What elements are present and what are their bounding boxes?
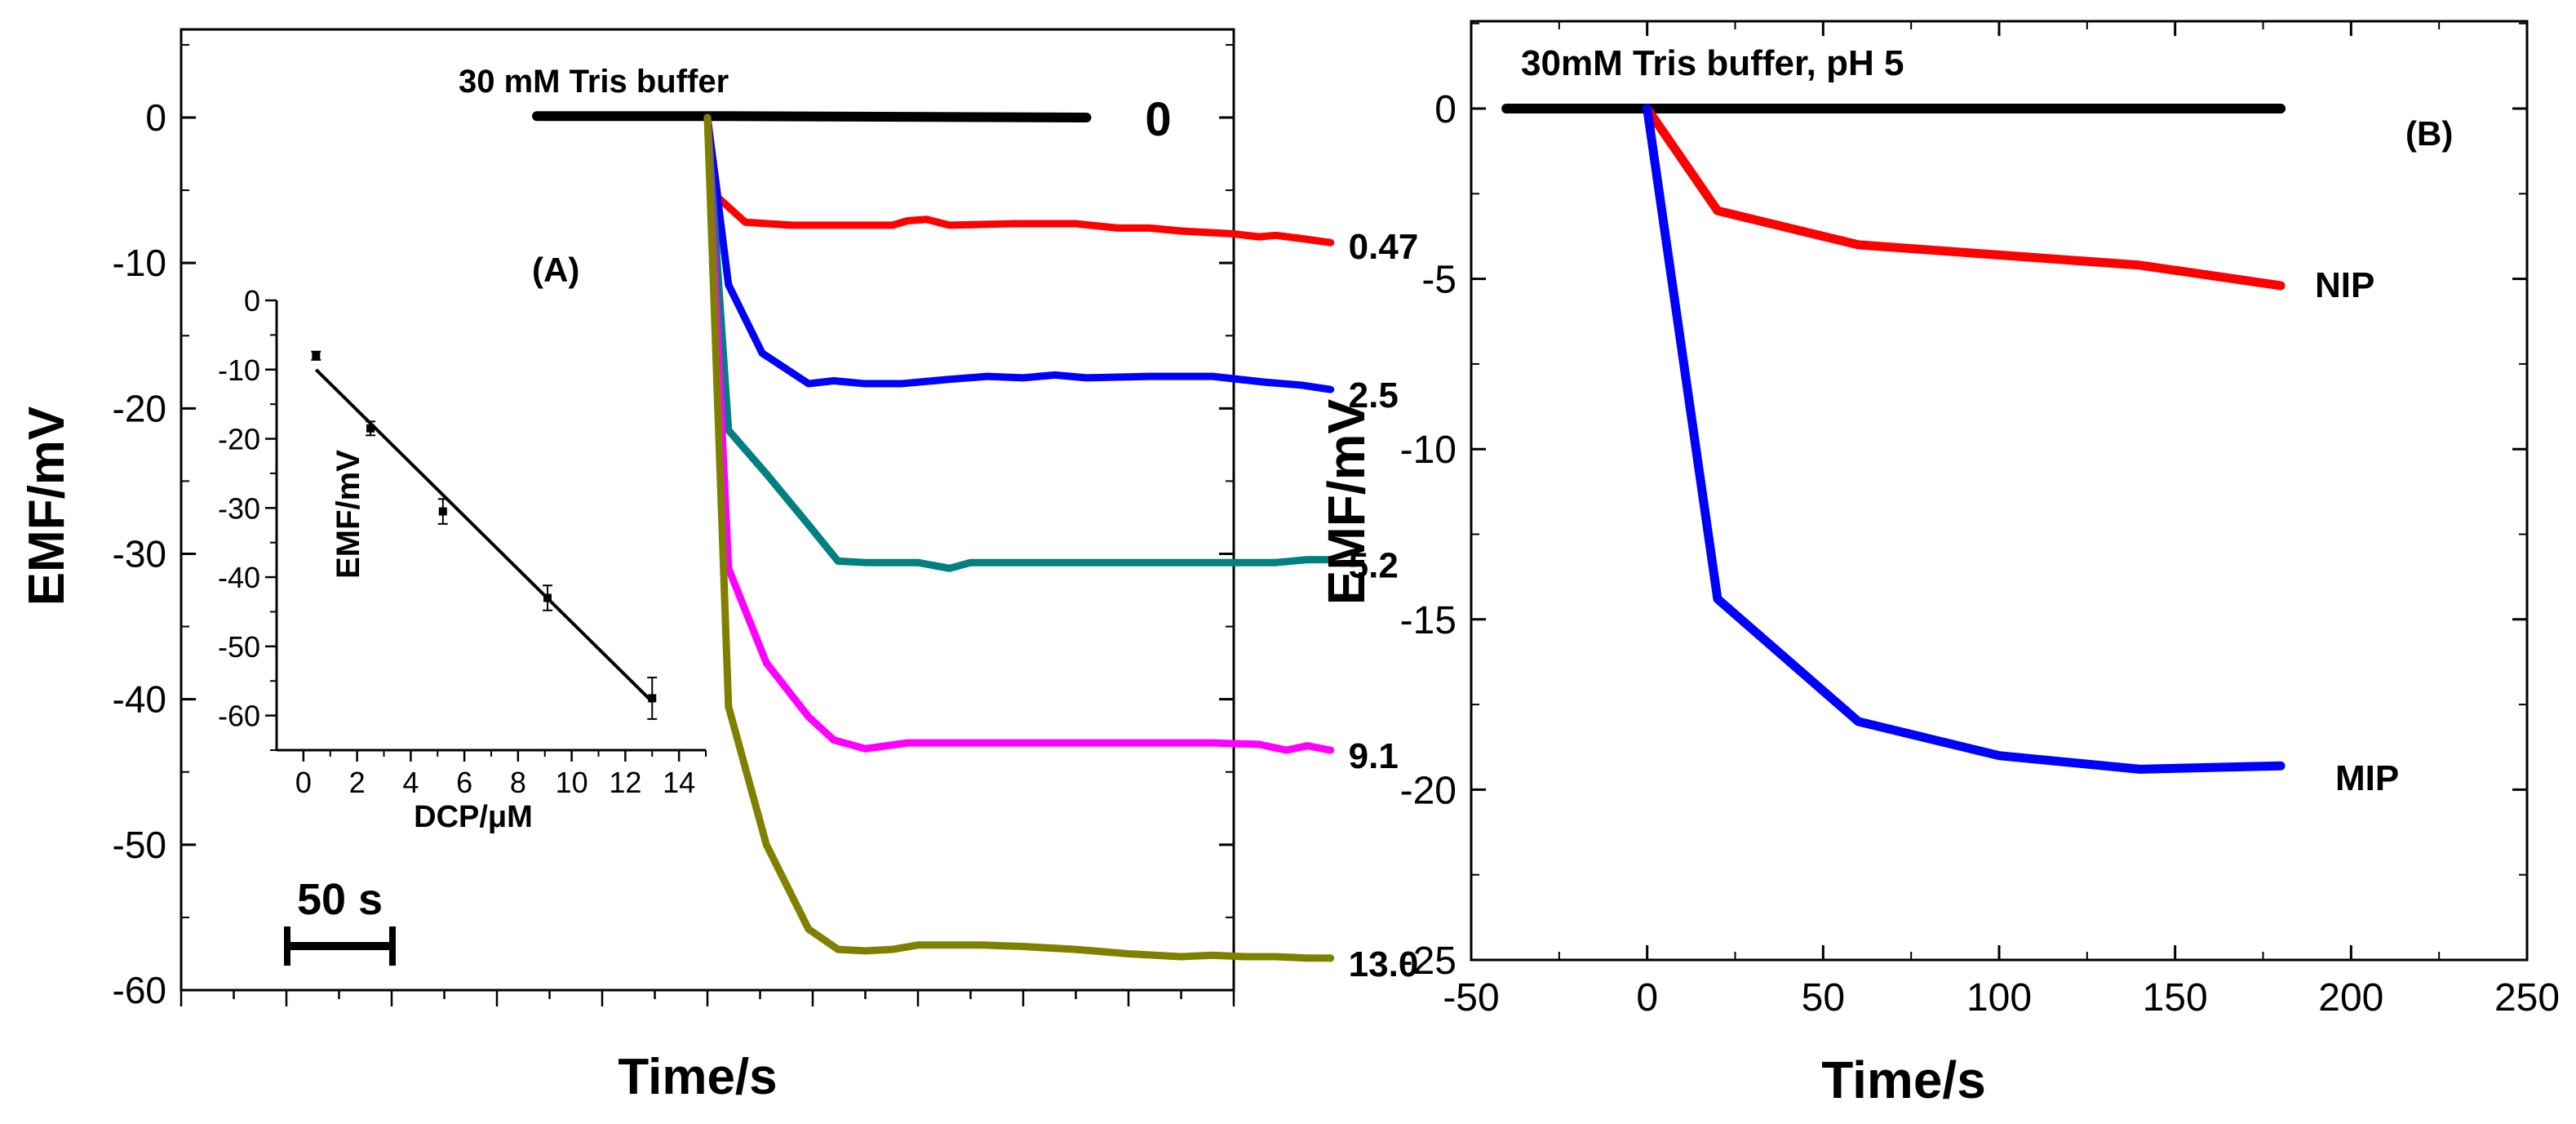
buffer-annotation-a: 30 mM Tris buffer <box>459 64 729 100</box>
series-label-9.1: 9.1 <box>1349 736 1399 776</box>
inset-y-tick-label: -30 <box>218 491 260 525</box>
y-axis-title-a: EMF/mV <box>19 407 75 606</box>
y-tick-label-b: -15 <box>1400 599 1456 642</box>
inset-y-tick-label: -10 <box>218 353 260 387</box>
y-axis-title-b: EMF/mV <box>1317 398 1376 605</box>
inset-x-tick-label: 14 <box>663 766 695 799</box>
inset-x-tick-label: 8 <box>510 766 526 799</box>
y-tick-label-b: -10 <box>1400 429 1456 472</box>
series-label-0: 0 <box>1145 93 1171 146</box>
x-tick-label-b: 200 <box>2318 976 2383 1020</box>
x-tick-label-b: -50 <box>1443 976 1499 1020</box>
inset-fit-line <box>314 368 654 704</box>
x-tick-label-b: 0 <box>1636 976 1658 1020</box>
series-label-mip: MIP <box>2335 758 2399 798</box>
inset-y-tick-label: -60 <box>218 700 260 733</box>
y-tick-label-a: -50 <box>113 824 166 866</box>
y-tick-label-b: -25 <box>1400 940 1456 983</box>
series-label-0.47: 0.47 <box>1349 227 1419 267</box>
inset-y-tick-label: -50 <box>218 630 260 664</box>
panel-b: 0 -5 -10 -15 -20 -25-50 0 50 100 150 200 250 Time/s E… <box>1317 20 2560 1109</box>
series-label-nip: NIP <box>2315 265 2374 305</box>
inset-y-tick-label: 0 <box>244 284 260 318</box>
inset-y-tick-label: -20 <box>218 423 260 456</box>
inset-x-tick-label: 10 <box>556 766 588 799</box>
x-axis-title-b: Time/s <box>1821 1051 1986 1109</box>
series-line-13.0 <box>703 113 1335 962</box>
inset-x-tick-label: 12 <box>609 766 641 799</box>
inset-data-point <box>543 593 552 602</box>
inset-x-tick-label: 6 <box>456 766 472 799</box>
series-line-9.1 <box>703 113 1335 754</box>
series-label-5.2: 5.2 <box>1349 546 1399 586</box>
x-tick-label-b: 150 <box>2143 976 2208 1020</box>
panel-a: 0 -10 -20 -30 -40 -50 -60 Time/s EMF/mV 30 mM Tri… <box>19 28 1419 1105</box>
series-label-2.5: 2.5 <box>1349 375 1399 415</box>
x-tick-label-b: 100 <box>1966 976 2032 1020</box>
inset-y-axis-title: EMF/mV <box>330 450 366 579</box>
inset-x-tick-label: 2 <box>349 766 366 799</box>
y-tick-label-a: -20 <box>113 387 166 429</box>
inset-data-point <box>366 424 375 433</box>
inset-data-point <box>648 694 657 703</box>
y-tick-label-a: -30 <box>113 533 166 575</box>
x-axis-title-a: Time/s <box>618 1049 777 1105</box>
y-tick-label-a: 0 <box>145 96 166 139</box>
series-line-5.2 <box>703 113 1335 572</box>
panel-label-a: (A) <box>532 251 579 289</box>
inset-x-tick-label: 4 <box>402 766 419 799</box>
series-line-MIP <box>1643 104 2286 774</box>
x-tick-label-b: 250 <box>2494 976 2560 1020</box>
inset-x-tick-label: 0 <box>295 766 312 799</box>
y-tick-label-b: 0 <box>1434 88 1456 131</box>
series-label-13.0: 13.0 <box>1349 944 1419 984</box>
y-tick-label-b: -20 <box>1400 769 1456 812</box>
plot-frame-b <box>1470 20 2529 962</box>
y-tick-label-b: -5 <box>1421 259 1456 302</box>
buffer-annotation-b: 30mM Tris buffer, pH 5 <box>1521 43 1904 83</box>
x-tick-label-b: 50 <box>1802 976 1845 1020</box>
inset-data-point <box>312 351 321 360</box>
panel-label-b: (B) <box>2405 114 2453 153</box>
inset-chart: 0 -10 -20 -30 -40 -50 -60 0 2 4 6 8 10 12 14 DCP/μM EMF/… <box>218 284 707 834</box>
inset-data-point <box>438 507 447 516</box>
inset-y-tick-label: -40 <box>218 561 260 594</box>
series-line-0 <box>532 111 1092 122</box>
inset-x-axis-title: DCP/μM <box>414 800 533 834</box>
series-line-NIP <box>1643 104 2286 291</box>
series-line-2.5 <box>703 113 1335 393</box>
series-line-0.47 <box>703 113 1335 247</box>
y-tick-label-a: -60 <box>113 969 166 1011</box>
y-tick-label-a: -40 <box>113 678 166 721</box>
y-tick-label-a: -10 <box>113 242 166 284</box>
scale-bar-label: 50 s <box>297 875 383 924</box>
